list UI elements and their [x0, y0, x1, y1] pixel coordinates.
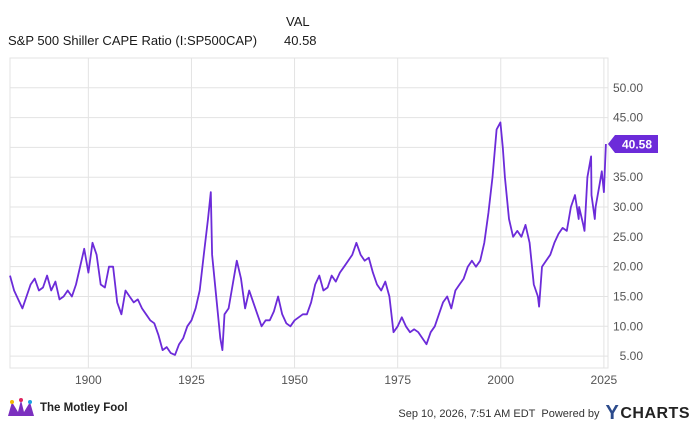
y-tick-label: 45.00 [613, 111, 643, 125]
ycharts-y-icon: Y [605, 402, 620, 424]
x-tick-label: 1975 [384, 373, 411, 387]
ycharts-provider-name: CHARTS [620, 404, 690, 422]
timestamp: Sep 10, 2026, 7:51 AM EDT [398, 407, 536, 420]
series-label: S&P 500 Shiller CAPE Ratio (I:SP500CAP) [8, 33, 258, 48]
grid-lines [9, 57, 609, 369]
jester-hat-icon [8, 398, 34, 416]
y-tick-label: 15.00 [613, 289, 643, 303]
y-tick-label: 5.00 [620, 349, 644, 363]
ycharts-logo: Y CHARTS [605, 402, 690, 425]
y-tick-label: 35.00 [613, 170, 643, 184]
brand-name: The Motley Fool [40, 402, 128, 414]
series-current-value: 40.58 [284, 33, 317, 48]
x-tick-label: 1950 [281, 373, 308, 387]
last-value-badge [608, 134, 658, 153]
y-tick-label: 10.00 [613, 319, 643, 333]
y-tick-label: 25.00 [613, 230, 643, 244]
y-tick-label: 30.00 [613, 200, 643, 214]
last-value-badge-label: 40.58 [622, 137, 652, 151]
series-lines [9, 121, 607, 356]
plot-frame [9, 57, 609, 369]
last-value-badge-group: 40.58 [608, 134, 658, 153]
x-tick-label: 2000 [487, 373, 514, 387]
x-tick-label: 2025 [591, 373, 618, 387]
y-tick-label: 50.00 [613, 81, 643, 95]
y-tick-label: 20.00 [613, 260, 643, 274]
motley-fool-logo: The Motley Fool [6, 398, 128, 418]
x-tick-label: 1925 [178, 373, 205, 387]
x-axis-ticks: 1900 1925 1950 1975 2000 2025 [75, 373, 618, 387]
chart-credits: Sep 10, 2026, 7:51 AM EDT Powered by Y C… [398, 402, 690, 425]
powered-by-label: Powered by [541, 407, 600, 420]
value-column-header: VAL [286, 14, 310, 29]
y-axis-ticks: 5.0010.0015.0020.0025.0030.0035.0040.004… [613, 81, 643, 363]
x-tick-label: 1900 [75, 373, 102, 387]
series-line [9, 121, 607, 356]
